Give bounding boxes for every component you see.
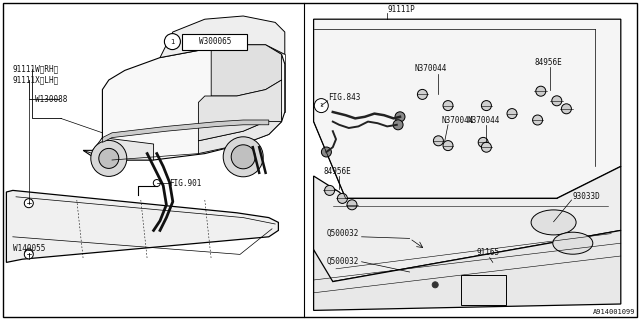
Ellipse shape bbox=[553, 232, 593, 254]
Text: W140055: W140055 bbox=[13, 244, 45, 252]
Text: W300065: W300065 bbox=[198, 37, 231, 46]
Circle shape bbox=[164, 34, 180, 50]
Circle shape bbox=[337, 193, 348, 204]
Circle shape bbox=[25, 249, 33, 257]
Circle shape bbox=[25, 199, 33, 207]
Circle shape bbox=[347, 200, 357, 210]
Polygon shape bbox=[160, 16, 285, 58]
Circle shape bbox=[443, 140, 453, 151]
Text: N370044: N370044 bbox=[442, 116, 474, 124]
Bar bbox=[461, 275, 506, 305]
Circle shape bbox=[99, 148, 119, 168]
Circle shape bbox=[432, 282, 438, 288]
Text: 1: 1 bbox=[170, 39, 175, 44]
Circle shape bbox=[552, 96, 562, 106]
Text: N370044: N370044 bbox=[415, 64, 447, 73]
Circle shape bbox=[223, 137, 263, 177]
Text: A914001099: A914001099 bbox=[593, 309, 635, 315]
Polygon shape bbox=[83, 138, 154, 160]
Text: Q500032: Q500032 bbox=[326, 229, 359, 238]
Circle shape bbox=[324, 185, 335, 196]
Circle shape bbox=[507, 108, 517, 119]
Text: 91111P: 91111P bbox=[387, 5, 415, 14]
Circle shape bbox=[478, 137, 488, 148]
Text: 91111X〈LH〉: 91111X〈LH〉 bbox=[13, 75, 59, 84]
Polygon shape bbox=[314, 19, 621, 198]
Circle shape bbox=[91, 140, 127, 176]
Circle shape bbox=[231, 145, 255, 169]
Polygon shape bbox=[198, 112, 282, 154]
Polygon shape bbox=[6, 190, 278, 262]
Polygon shape bbox=[102, 120, 269, 142]
Circle shape bbox=[443, 100, 453, 111]
Bar bbox=[182, 34, 248, 50]
Text: Q500032: Q500032 bbox=[326, 257, 359, 266]
Circle shape bbox=[24, 199, 33, 208]
Circle shape bbox=[321, 147, 332, 157]
Text: 1: 1 bbox=[319, 103, 323, 108]
Text: 84956E: 84956E bbox=[323, 167, 351, 176]
Polygon shape bbox=[314, 230, 621, 310]
Polygon shape bbox=[211, 45, 282, 96]
Text: 93033D: 93033D bbox=[573, 192, 600, 201]
Ellipse shape bbox=[531, 210, 576, 235]
Text: N370044: N370044 bbox=[467, 116, 500, 124]
Text: FIG.901: FIG.901 bbox=[170, 179, 202, 188]
Circle shape bbox=[433, 136, 444, 146]
Circle shape bbox=[417, 89, 428, 100]
Circle shape bbox=[561, 104, 572, 114]
Circle shape bbox=[395, 112, 405, 122]
Circle shape bbox=[481, 100, 492, 111]
Text: 84956E: 84956E bbox=[534, 58, 562, 67]
Circle shape bbox=[24, 250, 33, 259]
Text: 91165: 91165 bbox=[477, 248, 500, 257]
Polygon shape bbox=[83, 45, 285, 160]
Polygon shape bbox=[314, 166, 621, 282]
Circle shape bbox=[393, 120, 403, 130]
Circle shape bbox=[481, 142, 492, 152]
Circle shape bbox=[154, 180, 160, 187]
Text: W130088: W130088 bbox=[35, 95, 68, 104]
Text: FIG.843: FIG.843 bbox=[328, 93, 360, 102]
Circle shape bbox=[536, 86, 546, 96]
Text: 91111W〈RH〉: 91111W〈RH〉 bbox=[13, 64, 59, 73]
Polygon shape bbox=[198, 80, 282, 141]
Circle shape bbox=[532, 115, 543, 125]
Circle shape bbox=[314, 99, 328, 113]
